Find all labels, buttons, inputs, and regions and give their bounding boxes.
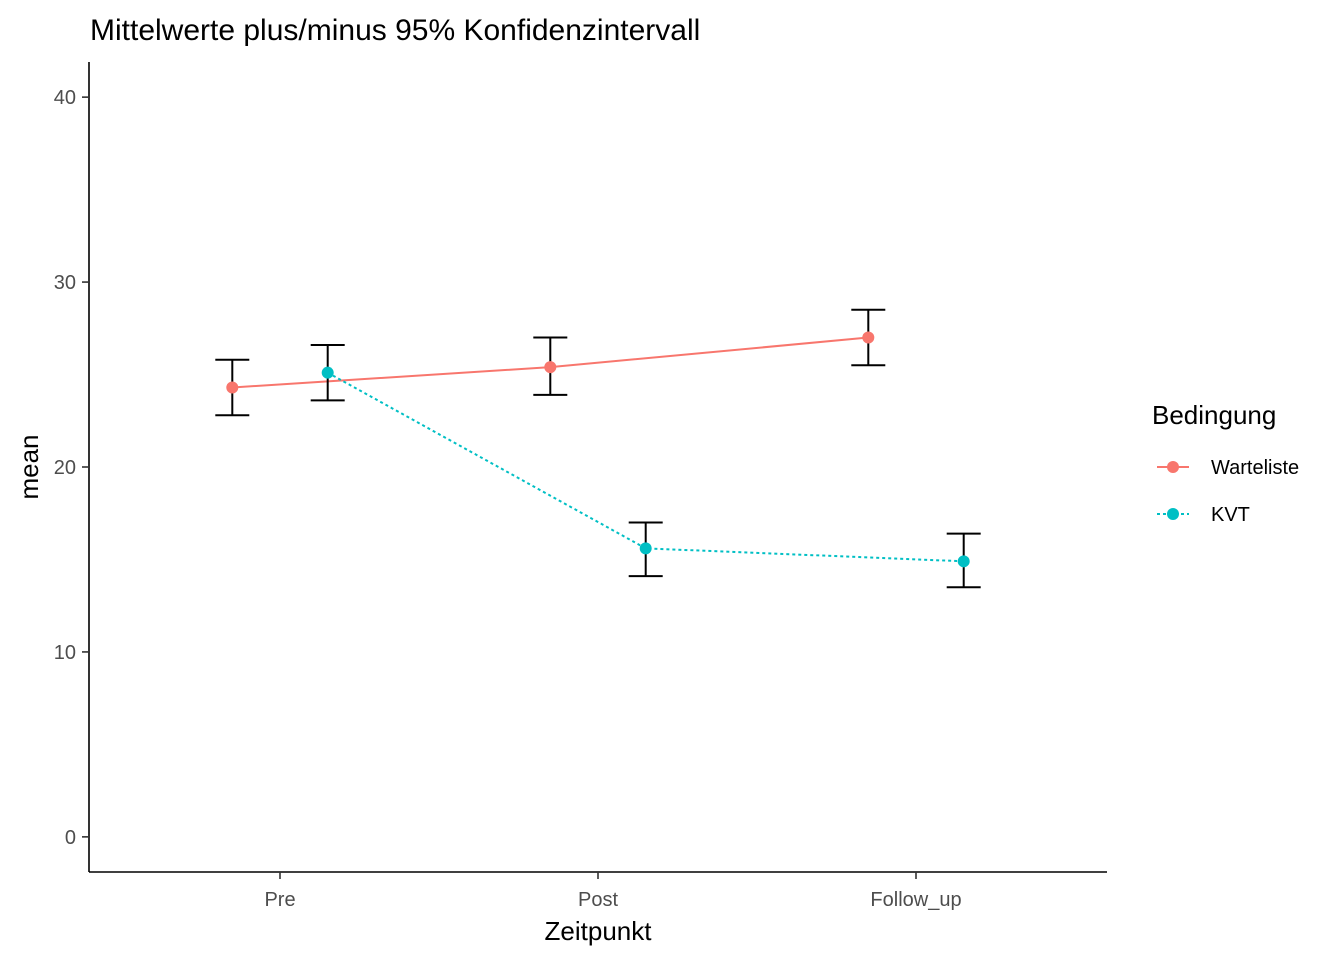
y-axis-title: mean	[14, 434, 44, 499]
y-tick-label: 0	[65, 827, 76, 849]
x-tick-label: Post	[578, 889, 618, 911]
axes	[88, 62, 1107, 873]
data-point	[321, 366, 334, 379]
chart-title: Mittelwerte plus/minus 95% Konfidenzinte…	[90, 14, 700, 47]
y-ticks: 0 10 20 30 40	[54, 87, 89, 849]
y-tick-label: 40	[54, 87, 76, 109]
series-lines	[232, 336, 964, 563]
x-tick-label: Follow_up	[870, 889, 961, 911]
error-bars	[215, 308, 981, 589]
series-line-kvt	[327, 371, 964, 563]
data-point	[639, 542, 652, 555]
legend-items: Warteliste KVT	[1157, 457, 1299, 526]
legend-key-point	[1167, 508, 1179, 520]
data-point	[544, 361, 557, 374]
legend: Bedingung Warteliste KVT	[1152, 400, 1299, 526]
legend-label: Warteliste	[1211, 457, 1299, 479]
x-axis-title: Zeitpunkt	[545, 916, 653, 946]
data-point	[226, 381, 239, 394]
legend-title: Bedingung	[1152, 400, 1276, 430]
y-tick-label: 30	[54, 272, 76, 294]
y-tick-label: 20	[54, 457, 76, 479]
data-point	[957, 555, 970, 568]
x-tick-label: Pre	[264, 889, 295, 911]
x-ticks: Pre Post Follow_up	[264, 872, 962, 911]
y-tick-label: 10	[54, 642, 76, 664]
legend-key-point	[1167, 461, 1179, 473]
data-point	[862, 331, 875, 344]
data-points	[226, 331, 970, 568]
legend-label: KVT	[1211, 504, 1250, 526]
